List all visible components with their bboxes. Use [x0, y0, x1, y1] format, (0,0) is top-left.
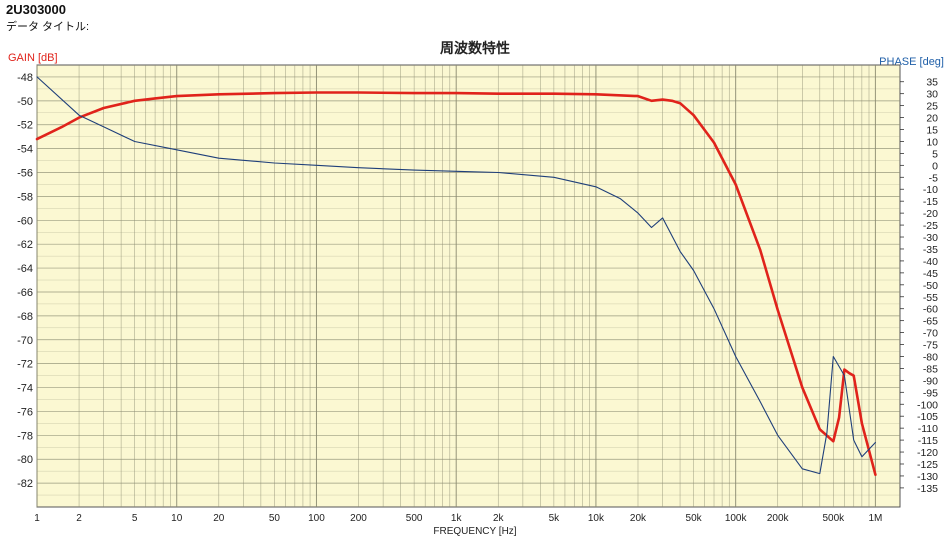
phase-tick-label: 0: [932, 160, 938, 172]
tick-labels: 1 2 5 10 20 50 100 200 500 1k 2k 5k 10k 20k 50k 100k 200…: [17, 72, 938, 524]
gain-tick-label: -76: [17, 406, 33, 418]
phase-tick-label: -30: [923, 232, 938, 244]
phase-tick-label: -80: [923, 351, 938, 363]
phase-tick-label: -110: [918, 423, 938, 435]
phase-tick-label: -120: [917, 447, 938, 459]
gain-tick-label: -82: [17, 478, 33, 490]
gain-tick-label: -78: [17, 430, 33, 442]
gain-axis-label: GAIN [dB]: [8, 52, 58, 64]
gain-tick-label: -62: [17, 239, 33, 251]
phase-tick-label: -15: [923, 196, 938, 208]
phase-tick-label: -90: [923, 375, 938, 387]
x-tick-label: 5k: [549, 513, 561, 524]
phase-tick-label: 20: [926, 113, 938, 125]
gain-tick-label: -56: [17, 168, 33, 180]
gain-tick-label: -80: [17, 454, 33, 466]
x-tick-label: 50k: [686, 513, 703, 524]
gain-tick-label: -54: [17, 144, 33, 156]
phase-tick-label: -130: [917, 471, 938, 483]
phase-tick-label: -65: [923, 316, 938, 328]
gain-series-line: [35, 91, 877, 477]
document-id: 2U303000: [6, 2, 66, 17]
phase-series-line: [36, 76, 876, 475]
x-tick-label: 5: [132, 513, 138, 524]
x-tick-label: 500k: [822, 513, 845, 524]
data-title-label: データ タイトル:: [6, 21, 90, 33]
phase-tick-label: -100: [917, 399, 938, 411]
gain-tick-label: -58: [17, 191, 33, 203]
x-tick-label: 100: [308, 513, 325, 524]
gain-tick-label: -72: [17, 359, 33, 371]
gain-tick-label: -70: [17, 335, 33, 347]
phase-tick-label: -75: [923, 340, 938, 352]
phase-tick-label: -45: [923, 268, 938, 280]
phase-tick-label: -5: [929, 172, 938, 184]
gain-tick-label: -64: [17, 263, 33, 275]
x-tick-label: 20k: [630, 513, 647, 524]
phase-tick-label: -20: [923, 208, 938, 220]
phase-tick-label: -85: [923, 363, 938, 375]
x-tick-label: 200: [350, 513, 367, 524]
phase-tick-label: -60: [923, 304, 938, 316]
gain-tick-label: -68: [17, 311, 33, 323]
plot-area: [36, 64, 901, 508]
phase-tick-label: -105: [917, 411, 938, 423]
phase-tick-label: -35: [923, 244, 938, 256]
phase-tick-label: -115: [918, 435, 938, 447]
phase-tick-label: 10: [926, 136, 938, 148]
x-tick-label: 2: [76, 513, 82, 524]
x-tick-label: 1k: [451, 513, 463, 524]
x-tick-label: 1M: [868, 513, 882, 524]
phase-tick-label: 15: [926, 125, 938, 137]
phase-tick-label: 35: [926, 77, 938, 89]
phase-tick-label: 25: [926, 101, 938, 113]
x-tick-label: 10k: [588, 513, 605, 524]
x-tick-label: 100k: [725, 513, 748, 524]
gain-tick-label: -48: [17, 72, 33, 84]
phase-tick-label: -135: [917, 483, 938, 495]
x-axis-label: FREQUENCY [Hz]: [433, 526, 516, 537]
x-tick-label: 50: [269, 513, 281, 524]
phase-tick-label: -70: [923, 328, 938, 340]
phase-tick-label: -40: [923, 256, 938, 268]
phase-tick-label: -10: [923, 184, 938, 196]
phase-tick-label: 30: [926, 89, 938, 101]
gain-tick-label: -74: [17, 383, 33, 395]
phase-tick-label: -55: [923, 292, 938, 304]
gain-tick-label: -50: [17, 96, 33, 108]
x-tick-label: 2k: [493, 513, 505, 524]
gain-tick-label: -52: [17, 120, 33, 132]
gain-tick-label: -66: [17, 287, 33, 299]
phase-tick-label: -25: [923, 220, 938, 232]
phase-tick-label: -95: [923, 387, 938, 399]
plot-background: [36, 64, 901, 508]
x-tick-label: 200k: [767, 513, 790, 524]
grid: [36, 65, 900, 507]
x-tick-label: 10: [171, 513, 183, 524]
phase-tick-label: -125: [917, 459, 938, 471]
gain-tick-label: -60: [17, 215, 33, 227]
x-tick-label: 1: [34, 513, 40, 524]
x-tick-label: 20: [213, 513, 225, 524]
series-layer: [35, 76, 877, 477]
chart-title: 周波数特性: [440, 40, 510, 56]
phase-tick-label: 5: [932, 148, 938, 160]
x-tick-label: 500: [406, 513, 423, 524]
phase-tick-label: -50: [923, 280, 938, 292]
